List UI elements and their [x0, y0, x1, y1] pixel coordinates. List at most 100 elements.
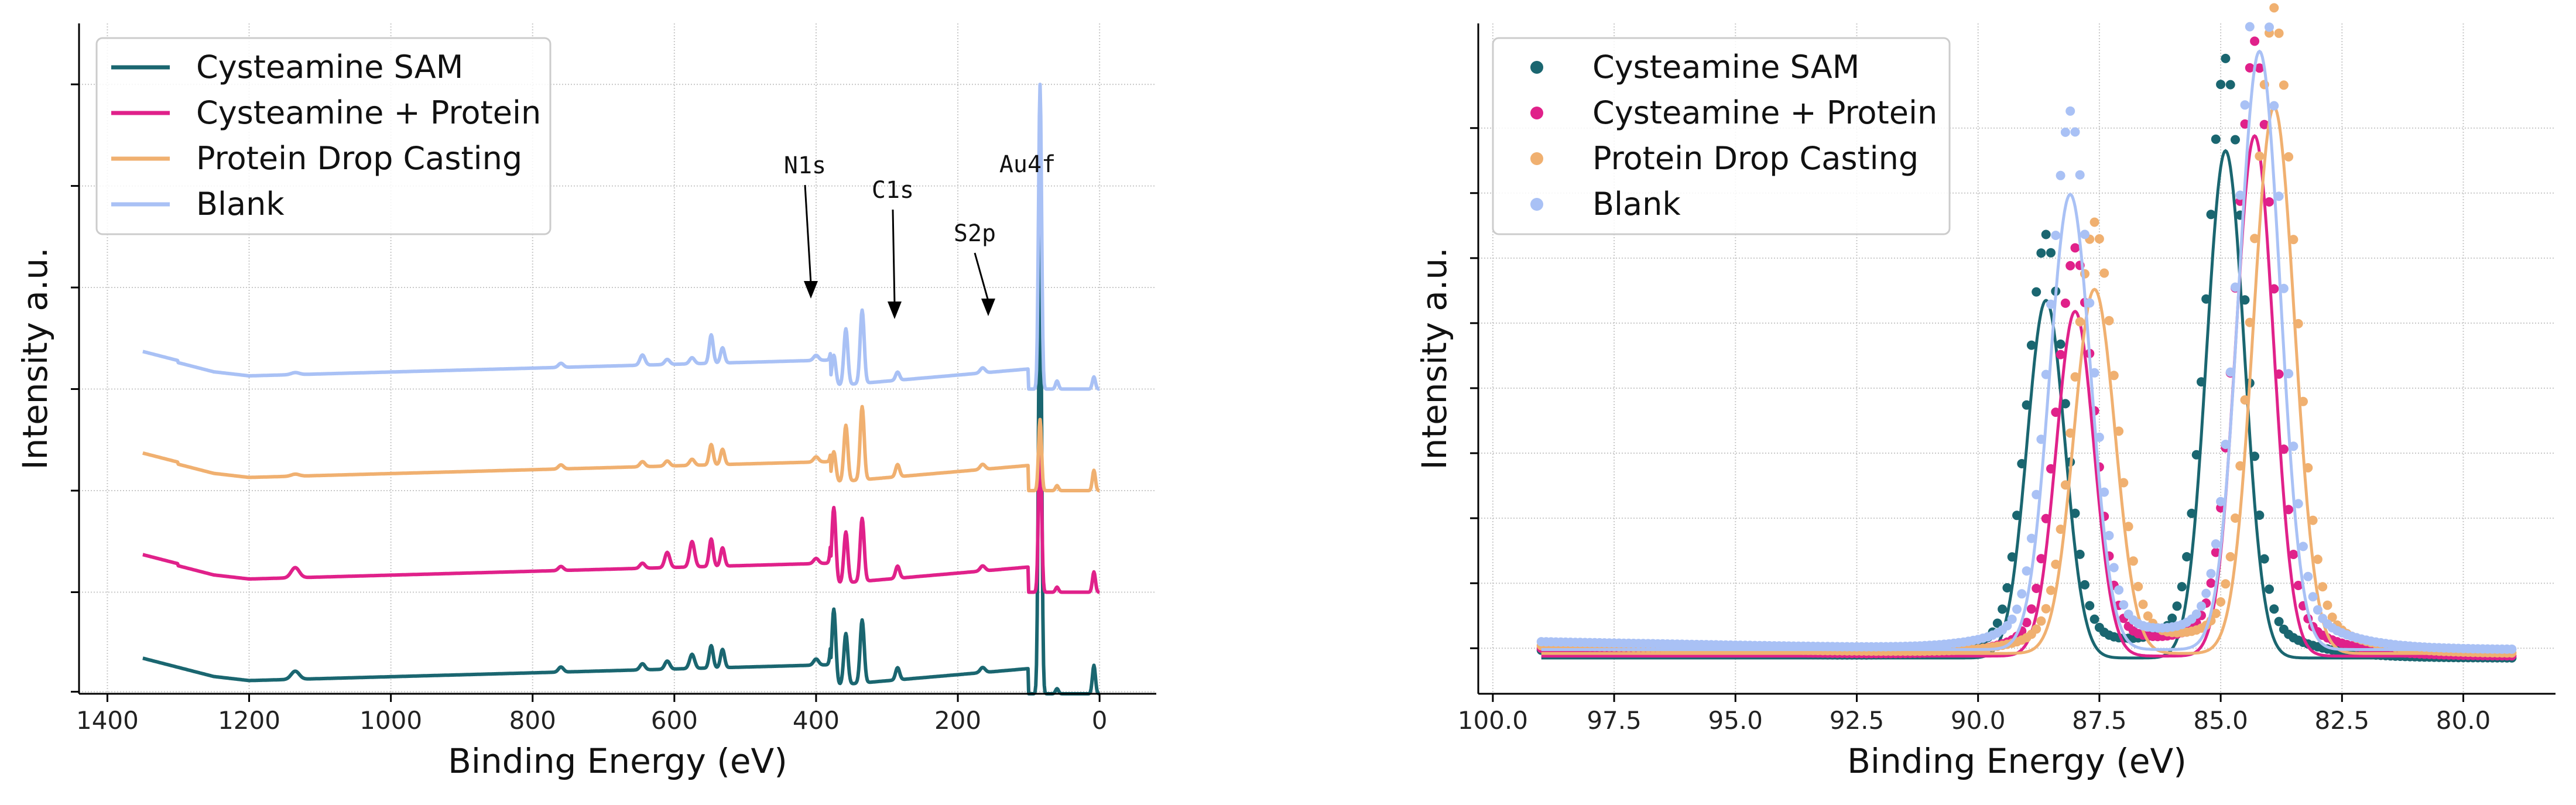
legend-swatch-protein-drop-casting: [1530, 152, 1543, 165]
fit-line-cysteamine-protein: [1541, 134, 2512, 658]
data-point-protein-drop-casting: [2036, 616, 2046, 626]
data-point-protein-drop-casting: [2274, 28, 2284, 38]
data-point-protein-drop-casting: [2089, 217, 2099, 227]
data-point-blank: [2201, 588, 2211, 598]
data-point-cysteamine-protein: [2269, 284, 2279, 294]
data-point-protein-drop-casting: [2211, 608, 2221, 618]
data-point-blank: [2231, 282, 2240, 292]
data-point-protein-drop-casting: [2322, 600, 2332, 610]
data-point-blank: [2284, 369, 2294, 379]
data-point-blank: [2099, 487, 2109, 497]
data-point-cysteamine-sam: [2167, 614, 2177, 623]
data-point-cysteamine-sam: [2056, 339, 2065, 349]
data-point-protein-drop-casting: [2216, 597, 2226, 607]
legend-label-cysteamine-sam: Cysteamine SAM: [1592, 49, 1859, 85]
data-point-protein-drop-casting: [2056, 525, 2065, 534]
data-point-cysteamine-sam: [2060, 399, 2070, 409]
data-point-blank: [2104, 530, 2114, 540]
data-point-blank: [2032, 489, 2041, 499]
annotation-arrow-head: [888, 302, 902, 319]
legend-frame: [1492, 37, 1951, 235]
data-point-protein-drop-casting: [2293, 318, 2303, 328]
data-point-cysteamine-protein: [2022, 618, 2032, 628]
data-point-blank: [2308, 592, 2318, 602]
x-tick-label: 85.0: [2193, 706, 2248, 735]
x-tick-label: 97.5: [1587, 706, 1642, 735]
data-point-cysteamine-sam: [2191, 450, 2201, 460]
legend-swatch-blank: [1530, 198, 1543, 211]
data-point-cysteamine-protein: [2250, 36, 2260, 46]
data-point-cysteamine-sam: [2075, 549, 2085, 559]
data-point-blank: [2017, 589, 2027, 599]
data-point-cysteamine-protein: [2065, 261, 2075, 270]
legend: Cysteamine SAM Cysteamine + Protein Protei…: [1492, 37, 1951, 235]
annotation-n1s: N1s: [784, 152, 826, 179]
data-point-blank: [2240, 100, 2250, 110]
data-point-protein-drop-casting: [2279, 80, 2289, 90]
x-tick-label: 87.5: [2072, 706, 2127, 735]
x-tick-label: 1400: [76, 706, 139, 735]
data-point-cysteamine-protein: [2279, 444, 2289, 454]
data-point-cysteamine-protein: [2293, 581, 2303, 590]
data-point-blank: [2041, 369, 2051, 379]
data-point-protein-drop-casting: [2041, 604, 2051, 614]
data-point-blank: [2114, 585, 2124, 595]
data-point-protein-drop-casting: [2138, 600, 2148, 609]
data-point-protein-drop-casting: [2099, 268, 2109, 278]
data-point-cysteamine-sam: [2231, 135, 2240, 145]
data-point-cysteamine-sam: [2032, 287, 2041, 297]
data-point-protein-drop-casting: [2104, 316, 2114, 326]
data-point-protein-drop-casting: [2128, 556, 2138, 566]
data-point-blank: [2313, 605, 2322, 615]
data-point-blank: [2007, 614, 2017, 624]
x-tick-label: 400: [793, 706, 840, 735]
data-point-blank: [2197, 601, 2206, 611]
data-point-protein-drop-casting: [2231, 513, 2240, 523]
data-point-protein-drop-casting: [2046, 585, 2056, 595]
data-point-protein-drop-casting: [2221, 579, 2231, 589]
data-point-protein-drop-casting: [2235, 461, 2245, 471]
data-point-blank: [2303, 571, 2313, 581]
data-point-cysteamine-protein: [2284, 505, 2294, 515]
data-point-cysteamine-sam: [2182, 552, 2192, 561]
data-point-protein-drop-casting: [2123, 522, 2133, 532]
data-point-cysteamine-sam: [2206, 210, 2216, 220]
x-axis-label: Binding Energy (eV): [448, 741, 787, 781]
series-line-cysteamine-sam: [142, 225, 1101, 696]
data-point-cysteamine-sam: [2274, 616, 2284, 626]
series-line-protein-drop-casting: [142, 405, 1101, 492]
data-point-blank: [2269, 101, 2279, 111]
x-tick-label: 92.5: [1830, 706, 1885, 735]
x-tick-label: 1200: [218, 706, 280, 735]
data-point-cysteamine-sam: [2070, 508, 2080, 518]
data-point-blank: [2216, 496, 2226, 506]
data-point-cysteamine-sam: [2259, 554, 2269, 564]
legend-label-cysteamine-protein: Cysteamine + Protein: [1592, 94, 1937, 131]
data-point-cysteamine-protein: [2245, 63, 2255, 73]
data-point-protein-drop-casting: [2284, 152, 2294, 162]
data-point-cysteamine-protein: [2070, 243, 2080, 253]
data-point-cysteamine-sam: [2012, 511, 2022, 520]
y-axis-label: Intensity a.u.: [1414, 247, 1454, 470]
x-tick-label: 1000: [359, 706, 422, 735]
data-point-protein-drop-casting: [2114, 426, 2124, 436]
data-point-cysteamine-protein: [2289, 550, 2298, 559]
data-point-cysteamine-protein: [2259, 119, 2269, 129]
data-point-blank: [2289, 441, 2298, 451]
data-point-cysteamine-sam: [2265, 584, 2274, 594]
data-point-cysteamine-sam: [2007, 552, 2017, 562]
data-point-protein-drop-casting: [2065, 428, 2075, 438]
fit-line-protein-drop-casting: [1541, 105, 2512, 655]
data-point-cysteamine-protein: [2211, 547, 2221, 557]
annotation-arrow-head: [804, 281, 818, 299]
y-axis-label: Intensity a.u.: [15, 247, 55, 470]
x-tick-label: 80.0: [2436, 706, 2491, 735]
data-point-blank: [2036, 434, 2046, 444]
series-line-blank: [142, 83, 1101, 391]
data-point-protein-drop-casting: [2070, 372, 2080, 382]
data-point-cysteamine-protein: [2056, 350, 2065, 359]
data-point-blank: [2080, 229, 2089, 239]
data-point-cysteamine-protein: [2046, 464, 2056, 474]
data-point-blank: [2056, 170, 2065, 180]
data-point-cysteamine-sam: [2026, 340, 2036, 350]
